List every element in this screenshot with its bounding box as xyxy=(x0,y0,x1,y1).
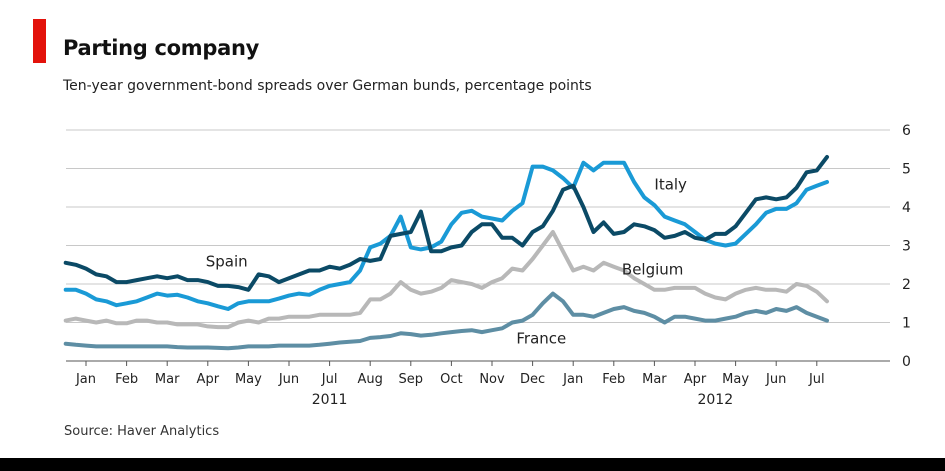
bottom-black-band xyxy=(0,458,945,471)
x-tick-label-4: May xyxy=(235,372,262,387)
grid-lines xyxy=(66,129,890,362)
x-tick-label-17: Jun xyxy=(765,372,786,387)
x-tick-label-5: Jun xyxy=(278,372,299,387)
x-tick-label-3: Apr xyxy=(197,372,220,387)
x-tick-label-12: Jan xyxy=(562,372,583,387)
year-label-2011: 2011 xyxy=(312,392,348,408)
chart-title: Parting company xyxy=(63,36,259,60)
x-tick-label-10: Nov xyxy=(479,372,505,387)
chart-subtitle: Ten-year government-bond spreads over Ge… xyxy=(63,78,592,94)
series-line-belgium xyxy=(63,230,829,330)
y-tick-label-6: 6 xyxy=(902,123,911,139)
series-label-spain: Spain xyxy=(206,253,248,271)
series-lines xyxy=(63,155,829,351)
series-line-france xyxy=(63,291,829,351)
y-tick-label-0: 0 xyxy=(902,354,911,370)
x-tick-label-2: Mar xyxy=(155,372,180,387)
x-tick-label-9: Oct xyxy=(440,372,462,387)
brand-red-bar xyxy=(33,19,46,63)
series-labels: Spain Italy Belgium France xyxy=(206,176,687,348)
x-tick-label-11: Dec xyxy=(520,372,545,387)
x-tick-label-16: May xyxy=(722,372,749,387)
series-line-italy xyxy=(63,160,829,311)
y-tick-label-2: 2 xyxy=(902,277,911,293)
x-tick-label-13: Feb xyxy=(602,372,625,387)
x-tick-label-8: Sep xyxy=(399,372,424,387)
y-tick-label-4: 4 xyxy=(902,200,911,216)
x-tick-label-6: Jul xyxy=(321,372,338,387)
x-tick-label-15: Apr xyxy=(684,372,707,387)
year-label-2012: 2012 xyxy=(697,392,733,408)
x-tick-label-14: Mar xyxy=(642,372,667,387)
x-tick-label-0: Jan xyxy=(75,372,96,387)
series-line-spain xyxy=(63,155,829,292)
x-tick-label-18: Jul xyxy=(808,372,825,387)
x-tick-label-7: Aug xyxy=(358,372,383,387)
y-tick-label-3: 3 xyxy=(902,239,911,255)
x-tick-label-1: Feb xyxy=(115,372,138,387)
source-note: Source: Haver Analytics xyxy=(64,424,220,439)
y-tick-label-1: 1 xyxy=(902,316,911,332)
series-label-italy: Italy xyxy=(654,176,687,194)
y-axis-ticks: 0 1 2 3 4 5 6 xyxy=(902,123,911,370)
series-label-france: France xyxy=(516,330,566,348)
x-axis-ticks: Jan Feb Mar Apr May Jun Jul Aug Sep Oct Nov Dec Jan F… xyxy=(75,361,825,408)
series-label-belgium: Belgium xyxy=(622,260,684,278)
y-tick-label-5: 5 xyxy=(902,162,911,178)
